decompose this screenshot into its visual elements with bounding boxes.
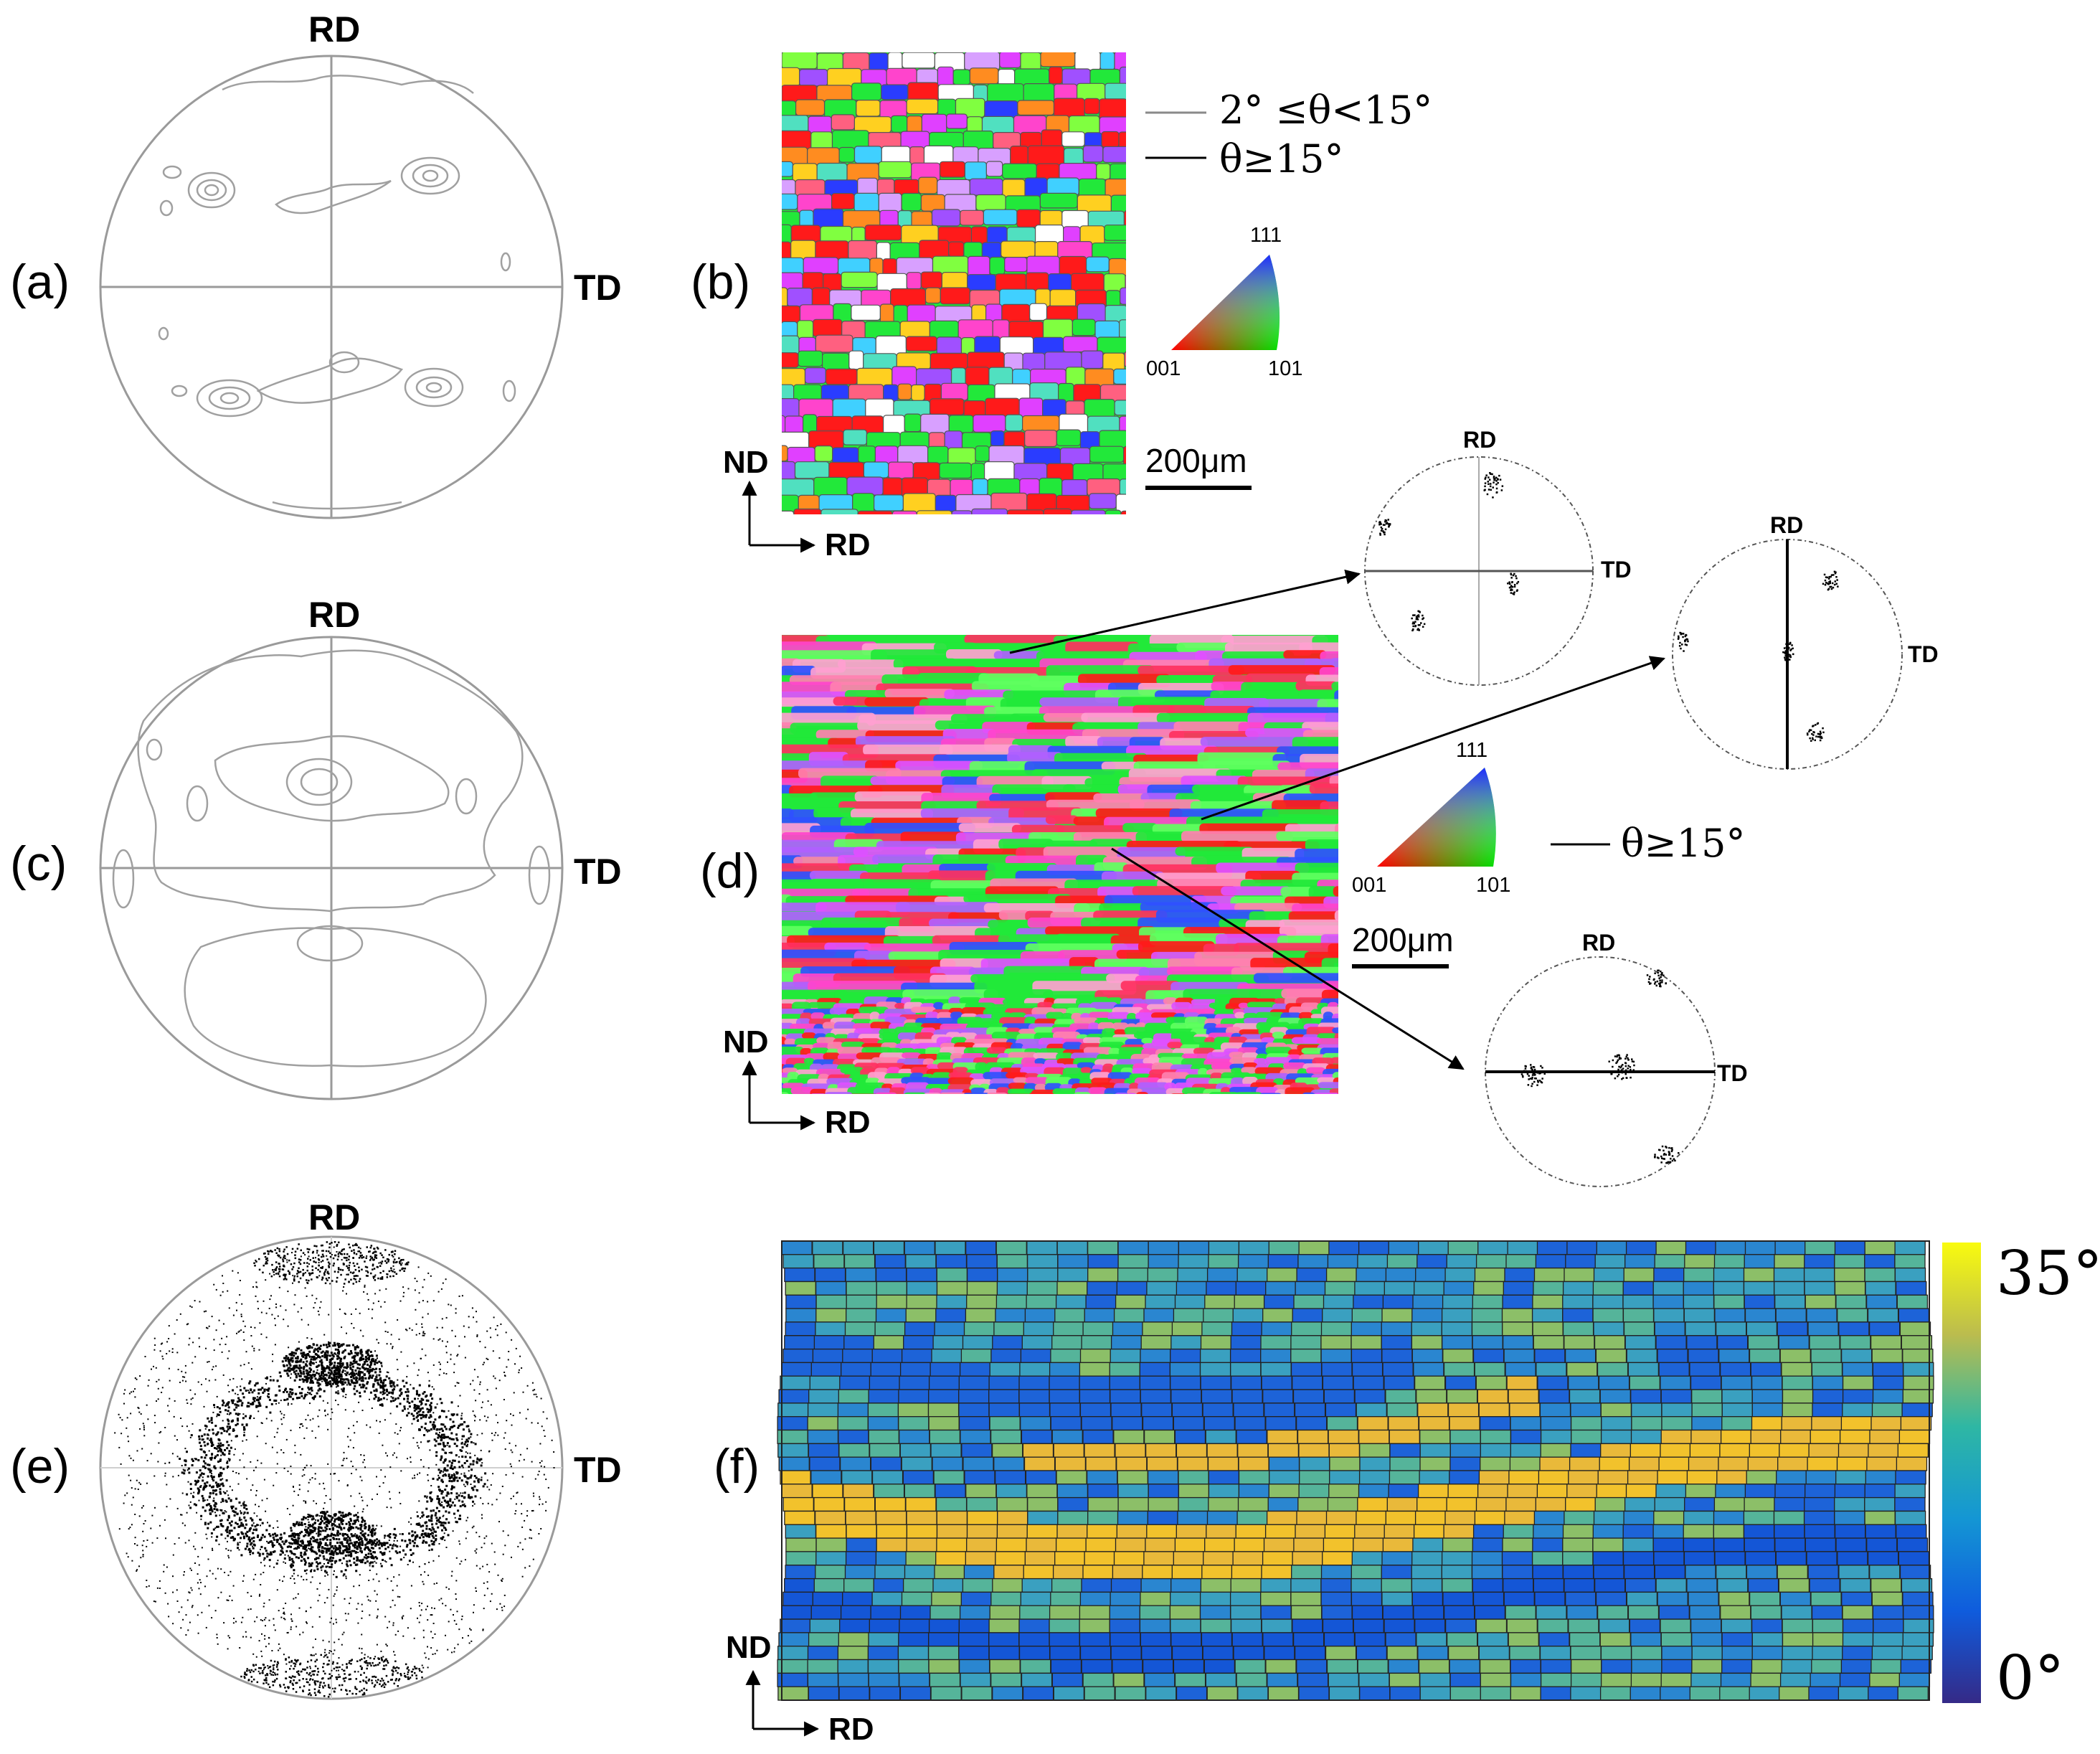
pole-figure-d1 [1364, 456, 1594, 686]
ipf-111-b: 111 [1250, 224, 1282, 247]
pole-figure-d3 [1485, 956, 1716, 1187]
scale-bar-label-d: 200μm [1352, 921, 1454, 958]
rd-label-a: RD [308, 9, 361, 49]
legend-high-angle-b: θ≥15° [1219, 136, 1344, 181]
legend-b [1145, 111, 1280, 490]
nd-label-b: ND [723, 445, 769, 480]
mesh-map-f [777, 1240, 1934, 1701]
rd-axis-label-b: RD [825, 527, 871, 562]
pf3-td-label: TD [1717, 1060, 1748, 1086]
legend-d [1352, 768, 1610, 968]
pole-figure-c [99, 636, 564, 1100]
nd-label-f: ND [726, 1630, 772, 1665]
rd-label-c: RD [308, 595, 361, 635]
grain-map-b [782, 52, 1126, 514]
panel-label-b: (b) [691, 255, 751, 309]
panel-label-d: (d) [700, 844, 760, 898]
legend-low-angle: 2° ≤θ<15° [1219, 88, 1433, 133]
scale-bar-label-b: 200μm [1145, 442, 1247, 479]
ipf-111-d: 111 [1456, 739, 1488, 762]
colorbar-min-label: 0° [1996, 1643, 2065, 1713]
nd-label-d: ND [723, 1024, 769, 1060]
td-label-e: TD [574, 1450, 622, 1490]
axes-arrows [742, 480, 820, 1737]
panel-label-e: (e) [10, 1439, 70, 1494]
rd-axis-label-d: RD [825, 1105, 871, 1140]
pole-figure-e [99, 1235, 564, 1700]
colorbar-max-label: 35° [1996, 1238, 2100, 1309]
pf2-rd-label: RD [1770, 512, 1804, 538]
td-label-c: TD [574, 852, 622, 892]
panel-label-c: (c) [10, 836, 67, 891]
pf3-rd-label: RD [1582, 930, 1616, 956]
ipf-101-b: 101 [1268, 357, 1303, 380]
panel-label-a: (a) [10, 255, 70, 309]
ipf-001-b: 001 [1146, 357, 1181, 380]
colorbar-f [1942, 1243, 1981, 1703]
legend-high-angle-d: θ≥15° [1621, 821, 1746, 866]
rd-label-e: RD [308, 1197, 361, 1237]
rd-axis-label-f: RD [828, 1712, 874, 1747]
ipf-101-d: 101 [1476, 874, 1511, 897]
pf1-rd-label: RD [1463, 427, 1497, 453]
td-label-a: TD [574, 268, 622, 308]
pf2-td-label: TD [1908, 641, 1939, 667]
callout-arrows [1009, 569, 1665, 1070]
pole-figure-a [99, 55, 564, 519]
pf1-td-label: TD [1601, 557, 1632, 583]
grain-map-d [782, 635, 1338, 1094]
panel-label-f: (f) [714, 1439, 760, 1494]
ipf-001-d: 001 [1352, 874, 1387, 897]
pole-figure-d2 [1672, 539, 1903, 770]
